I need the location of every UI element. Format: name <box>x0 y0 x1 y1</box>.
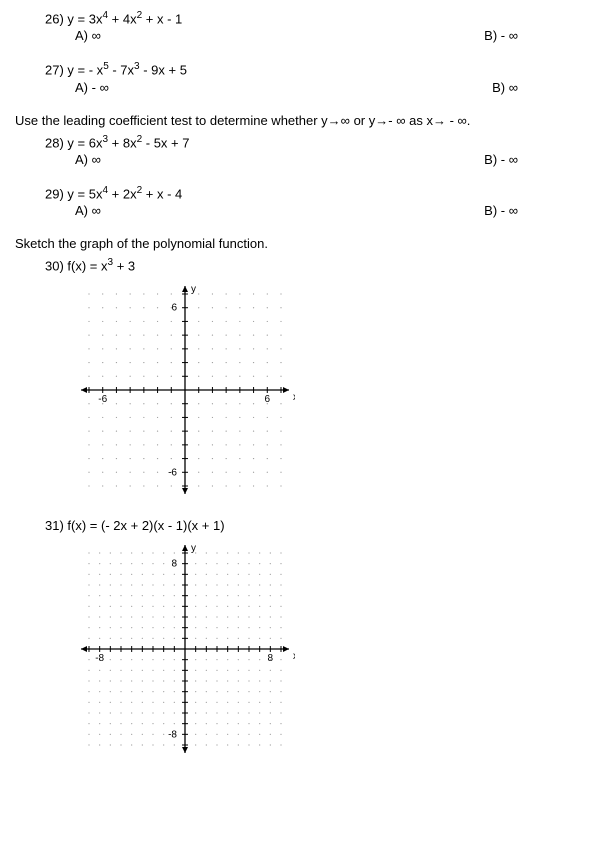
q29-eq-pre: y = 5x <box>67 186 102 201</box>
q30-eq-pre: f(x) = x <box>67 259 107 274</box>
q29-tail: + x - 4 <box>142 186 182 201</box>
q28-answers: A) ∞ B) - ∞ <box>15 152 578 167</box>
svg-text:-6: -6 <box>168 467 177 478</box>
q31-eq: f(x) = (- 2x + 2)(x - 1)(x + 1) <box>67 518 224 533</box>
q27-answer-a: A) - ∞ <box>75 80 109 95</box>
q29-b-label: B) - <box>484 203 509 218</box>
q31-graph-wrap: -8 8 8 -8 x y <box>15 539 578 759</box>
q29-a-val: ∞ <box>92 203 101 218</box>
instruction-sketch: Sketch the graph of the polynomial funct… <box>15 236 578 251</box>
q30-tail: + 3 <box>113 259 135 274</box>
question-28: 28) y = 6x3 + 8x2 - 5x + 7 A) ∞ B) - ∞ <box>15 134 578 167</box>
instr1-neg2: - <box>446 113 458 128</box>
q28-equation: 28) y = 6x3 + 8x2 - 5x + 7 <box>15 134 578 150</box>
q28-num: 28) <box>45 135 64 150</box>
q30-equation: 30) f(x) = x3 + 3 <box>15 257 578 273</box>
svg-text:-8: -8 <box>168 729 177 740</box>
q26-num: 26) <box>45 11 64 26</box>
question-31: 31) f(x) = (- 2x + 2)(x - 1)(x + 1) -8 8 8… <box>15 518 578 759</box>
svg-text:6: 6 <box>171 302 177 313</box>
q27-answer-b: B) ∞ <box>492 80 578 95</box>
svg-text:y: y <box>191 284 196 295</box>
q26-equation: 26) y = 3x4 + 4x2 + x - 1 <box>15 10 578 26</box>
q26-answer-b: B) - ∞ <box>484 28 578 43</box>
q28-answer-b: B) - ∞ <box>484 152 578 167</box>
q27-a-val: ∞ <box>100 80 109 95</box>
q26-a-label: A) <box>75 28 92 43</box>
svg-text:6: 6 <box>265 394 271 405</box>
q29-mid1: + 2x <box>108 186 137 201</box>
q27-tail: - 9x + 5 <box>140 63 187 78</box>
q26-a-val: ∞ <box>92 28 101 43</box>
q28-answer-a: A) ∞ <box>75 152 101 167</box>
question-29: 29) y = 5x4 + 2x2 + x - 4 A) ∞ B) - ∞ <box>15 185 578 218</box>
q30-num: 30) <box>45 259 64 274</box>
q27-mid1: - 7x <box>109 63 134 78</box>
q26-answer-a: A) ∞ <box>75 28 101 43</box>
instr1-pre: Use the leading coefficient test to dete… <box>15 113 328 128</box>
q26-mid1: + 4x <box>108 11 137 26</box>
q31-num: 31) <box>45 518 64 533</box>
q29-equation: 29) y = 5x4 + 2x2 + x - 4 <box>15 185 578 201</box>
instr1-as: as x <box>405 113 432 128</box>
svg-text:x: x <box>293 392 295 403</box>
q28-a-val: ∞ <box>92 152 101 167</box>
instr1-mid: or y <box>350 113 375 128</box>
q26-eq-pre: y = 3x <box>67 11 102 26</box>
instr1-inf1: ∞ <box>341 113 350 128</box>
q28-b-val: ∞ <box>509 152 518 167</box>
q29-a-label: A) <box>75 203 92 218</box>
svg-text:8: 8 <box>268 653 274 664</box>
q26-b-label: B) - <box>484 28 509 43</box>
q27-a-label: A) - <box>75 80 100 95</box>
q30-graph-wrap: -6 6 6 -6 x y <box>15 280 578 500</box>
question-27: 27) y = - x5 - 7x3 - 9x + 5 A) - ∞ B) ∞ <box>15 61 578 94</box>
instr1-end: . <box>467 113 471 128</box>
instr1-arrow1: → <box>328 113 341 128</box>
svg-text:y: y <box>191 543 196 554</box>
q29-answer-b: B) - ∞ <box>484 203 578 218</box>
q29-b-val: ∞ <box>509 203 518 218</box>
q28-mid1: + 8x <box>108 135 137 150</box>
q29-num: 29) <box>45 186 64 201</box>
q27-b-label: B) <box>492 80 509 95</box>
instruction-leading-coeff: Use the leading coefficient test to dete… <box>15 113 578 128</box>
q27-num: 27) <box>45 63 64 78</box>
q27-b-val: ∞ <box>509 80 518 95</box>
q31-equation: 31) f(x) = (- 2x + 2)(x - 1)(x + 1) <box>15 518 578 533</box>
q26-b-val: ∞ <box>509 28 518 43</box>
q28-eq-pre: y = 6x <box>67 135 102 150</box>
q27-answers: A) - ∞ B) ∞ <box>15 80 578 95</box>
instr1-arrow3: → <box>433 113 446 128</box>
svg-text:x: x <box>293 651 295 662</box>
q29-answer-a: A) ∞ <box>75 203 101 218</box>
q28-b-label: B) - <box>484 152 509 167</box>
q26-tail: + x - 1 <box>142 11 182 26</box>
q26-answers: A) ∞ B) - ∞ <box>15 28 578 43</box>
question-26: 26) y = 3x4 + 4x2 + x - 1 A) ∞ B) - ∞ <box>15 10 578 43</box>
question-30: 30) f(x) = x3 + 3 -6 6 6 -6 x y <box>15 257 578 499</box>
svg-text:-6: -6 <box>98 394 107 405</box>
instr1-arrow2: → <box>375 113 388 128</box>
q28-tail: - 5x + 7 <box>142 135 189 150</box>
q29-answers: A) ∞ B) - ∞ <box>15 203 578 218</box>
q27-eq-pre: y = - x <box>67 63 103 78</box>
q31-coordinate-grid: -8 8 8 -8 x y <box>75 539 295 759</box>
instr1-neg: - <box>388 113 396 128</box>
q28-a-label: A) <box>75 152 92 167</box>
svg-text:-8: -8 <box>95 653 104 664</box>
q30-coordinate-grid: -6 6 6 -6 x y <box>75 280 295 500</box>
q27-equation: 27) y = - x5 - 7x3 - 9x + 5 <box>15 61 578 77</box>
instr1-inf3: ∞ <box>458 113 467 128</box>
svg-text:8: 8 <box>171 558 177 569</box>
